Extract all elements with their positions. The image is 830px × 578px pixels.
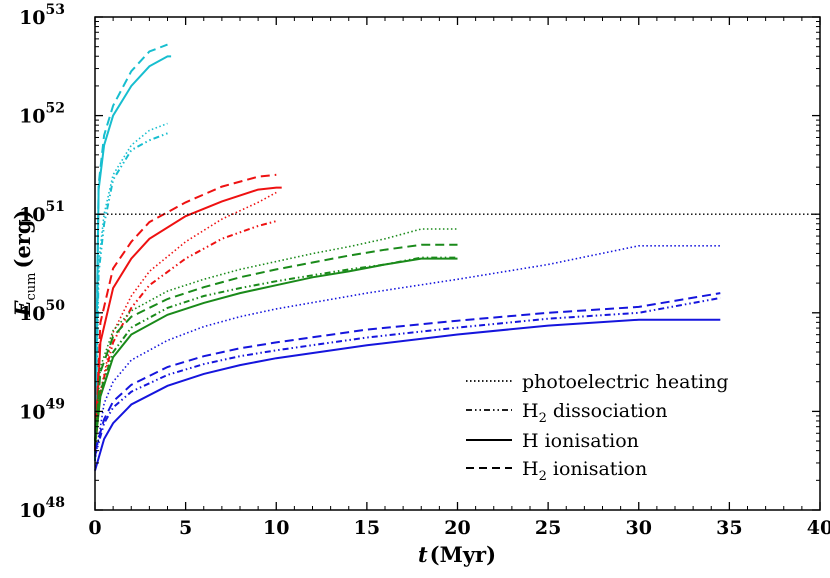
legend-label-photoelectric: photoelectric heating <box>522 371 729 393</box>
y-axis-title: Ecum(erg) <box>10 210 39 318</box>
legend-label-h-ionisation: H ionisation <box>522 430 639 452</box>
x-axis-title: t(Myr) <box>418 542 496 567</box>
y-tick-label: 1050 <box>19 298 65 325</box>
legend-label-h2-dissociation: H2 dissociation <box>522 400 668 426</box>
legend-label-h2-ionisation: H2 ionisation <box>522 458 647 484</box>
series-line-green-h-ionisation <box>94 257 458 447</box>
series-line-cyan-h2-dissociation <box>94 132 168 461</box>
y-tick-label: 1051 <box>19 199 65 226</box>
series-line-blue-h-ionisation <box>94 318 721 471</box>
series-line-red-h-ionisation <box>94 186 282 451</box>
y-tick-label: 1053 <box>19 2 65 29</box>
series-line-cyan-photoelectric-heating <box>94 122 168 461</box>
x-tick-label: 5 <box>179 517 192 539</box>
series-line-green-h2-dissociation <box>94 256 458 442</box>
x-tick-label: 15 <box>354 517 380 539</box>
x-tick-label: 10 <box>263 517 289 539</box>
series-line-cyan-h2-ionisation <box>94 43 168 461</box>
series-line-cyan-h-ionisation <box>94 55 172 461</box>
series-line-green-h2-ionisation <box>94 243 458 442</box>
x-tick-label: 20 <box>444 517 470 539</box>
x-tick-label: 0 <box>88 517 101 539</box>
y-tick-label: 1048 <box>19 495 65 522</box>
ticks-layer: 0 5 10 15 20 25 30 35 40 1048 1049 1050 1051 1052 1053 <box>19 2 830 539</box>
series-line-green-photoelectric-heating <box>94 228 458 442</box>
x-tick-label: 25 <box>535 517 561 539</box>
series-layer <box>94 43 721 471</box>
y-tick-label: 1049 <box>19 396 65 423</box>
x-tick-label: 30 <box>626 517 652 539</box>
x-tick-label: 35 <box>716 517 742 539</box>
legend: photoelectric heating H2 dissociation H … <box>466 371 729 484</box>
plot-area <box>95 17 820 510</box>
y-tick-label: 1052 <box>19 101 65 128</box>
x-tick-label: 40 <box>807 517 830 539</box>
series-line-red-h2-ionisation <box>94 173 277 451</box>
series-line-blue-photoelectric-heating <box>94 245 721 461</box>
series-line-red-h2-dissociation <box>94 220 277 451</box>
